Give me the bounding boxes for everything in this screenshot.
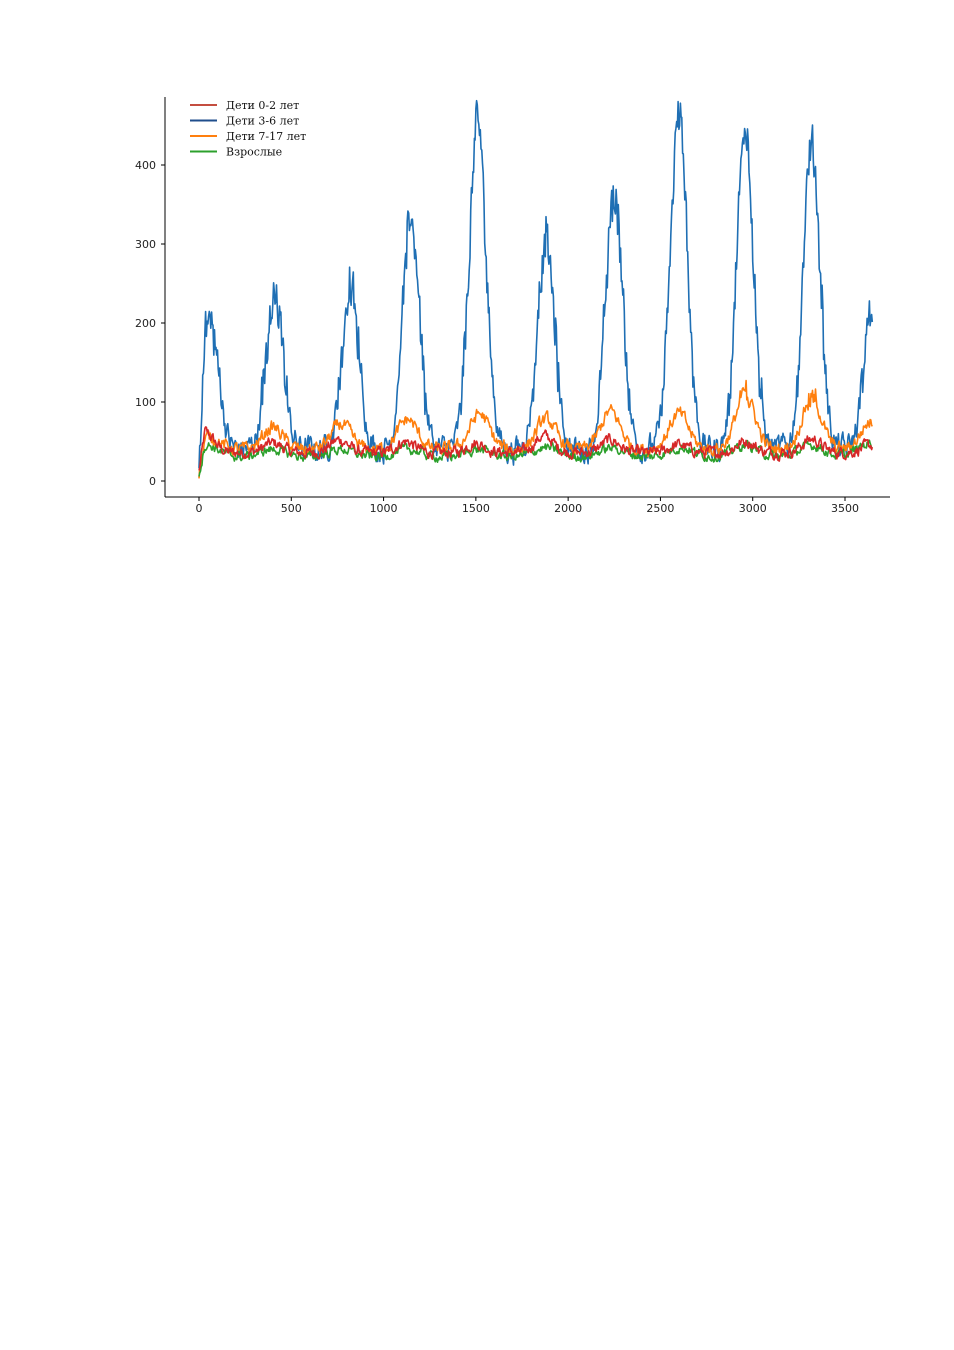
legend: Дети 0-2 лет Дети 3-6 лет Дети 7-17 лет Взр…: [190, 99, 306, 159]
plot-lines: [198, 99, 874, 479]
x-tick-label: 500: [281, 502, 302, 515]
legend-label: Дети 7-17 лет: [226, 130, 306, 143]
x-tick-label: 2000: [554, 502, 582, 515]
y-tick-label: 400: [135, 159, 156, 172]
series-line-2: [198, 379, 873, 479]
y-tick-label: 300: [135, 238, 156, 251]
x-ticks: 0 500 1000 1500 2000 2500 3000 3500: [196, 497, 859, 515]
x-tick-label: 3500: [831, 502, 859, 515]
legend-label: Дети 0-2 лет: [226, 99, 299, 112]
x-tick-label: 1000: [370, 502, 398, 515]
legend-label: Дети 3-6 лет: [226, 115, 299, 128]
x-tick-label: 1500: [462, 502, 490, 515]
x-tick-label: 2500: [646, 502, 674, 515]
series-line-0: [198, 426, 874, 471]
y-tick-label: 100: [135, 396, 156, 409]
legend-label: Взрослые: [226, 146, 282, 159]
y-tick-label: 0: [149, 475, 156, 488]
x-tick-label: 3000: [739, 502, 767, 515]
y-tick-label: 200: [135, 317, 156, 330]
y-ticks: 0 100 200 300 400: [135, 159, 165, 488]
x-tick-label: 0: [196, 502, 203, 515]
series-line-1: [198, 99, 874, 469]
